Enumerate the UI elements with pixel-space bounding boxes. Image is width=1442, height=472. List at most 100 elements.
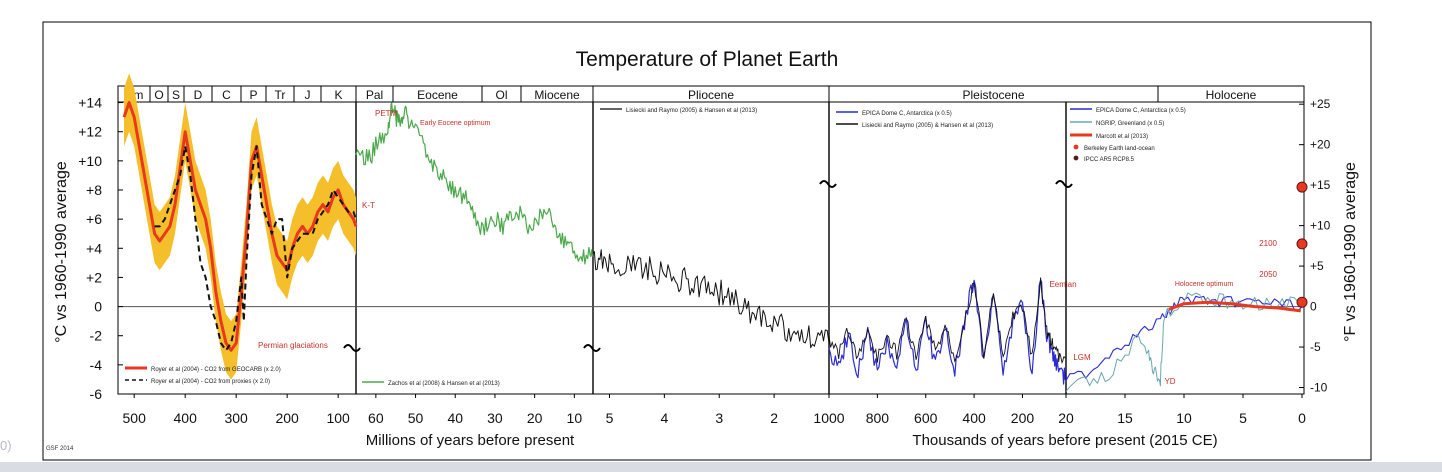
right-tick-label: -5 <box>1310 340 1321 354</box>
period-label: D <box>194 88 203 102</box>
period-label: Tr <box>275 88 286 102</box>
x-tick-label: 20 <box>527 410 543 426</box>
x-tick-label: 100 <box>326 410 350 426</box>
corner-fragment: 0) <box>0 438 12 453</box>
x-tick-label: 40 <box>447 410 463 426</box>
left-tick-label: 0 <box>94 299 102 315</box>
period-label: S <box>172 88 180 102</box>
legend-label: Berkeley Earth land-ocean <box>1084 146 1155 152</box>
series-line-lr05-pleistocene <box>828 277 1066 365</box>
x-tick-label: 4 <box>660 410 668 426</box>
legend-label: IPCC AR5 RCP8.5 <box>1084 157 1135 163</box>
left-tick-label: +8 <box>86 182 102 198</box>
annotation-label: K-T <box>362 201 375 210</box>
left-tick-label: -4 <box>90 357 103 373</box>
x-tick-label: 5 <box>606 410 614 426</box>
x-tick-label: 60 <box>368 410 384 426</box>
x-tick-label: 15 <box>1117 410 1133 426</box>
left-tick-label: -6 <box>90 386 103 402</box>
x-tick-label: 0 <box>1298 410 1306 426</box>
x-tick-label: 5 <box>1239 410 1247 426</box>
legend-label: Lisiecki and Raymo (2005) & Hansen et al… <box>626 108 757 114</box>
scale-break-icon <box>1055 180 1073 188</box>
plot-area: +14+12+10+8+6+4+20-2-4-6+25+20+15+10+50-… <box>78 73 1331 426</box>
left-tick-label: +14 <box>78 95 102 111</box>
x-tick-label: 800 <box>866 410 890 426</box>
annotation-label: Eemian <box>1049 280 1076 289</box>
x-tick-label: 3 <box>715 410 723 426</box>
legend-label: EPICA Dome C, Antarctica (x 0.5) <box>862 111 952 117</box>
x-tick-label: 400 <box>962 410 986 426</box>
x-tick-label: 200 <box>275 410 299 426</box>
annotation-label: YD <box>1164 377 1175 386</box>
legend-label: EPICA Dome C, Antarctica (x 0.5) <box>1096 108 1186 114</box>
legend-label: NGRIP, Greenland (x 0.5) <box>1096 121 1164 127</box>
series-line <box>355 102 594 265</box>
period-bar: CmOSDCPTrJKPalEoceneOlMiocenePliocenePle… <box>117 85 1305 103</box>
annotation-label: Permian glaciations <box>258 341 328 350</box>
x-tick-label: 2 <box>770 410 778 426</box>
x-tick-label: 200 <box>1011 410 1035 426</box>
annotation-label: Early Eocene optimum <box>420 120 491 127</box>
right-tick-label: +15 <box>1310 178 1331 192</box>
period-label: Miocene <box>534 88 580 102</box>
left-tick-label: +10 <box>78 153 102 169</box>
x-tick-label: 30 <box>487 410 503 426</box>
left-tick-label: +6 <box>86 211 102 227</box>
x-axis-label-thousands: Thousands of years before present (2015 … <box>912 432 1217 449</box>
period-label: Eocene <box>417 88 458 102</box>
period-label: O <box>154 88 163 102</box>
annotation-label: 2050 <box>1259 270 1277 279</box>
annotation-label: Holocene optimum <box>1175 281 1234 288</box>
series-line <box>1065 295 1303 381</box>
projection-marker <box>1296 181 1308 193</box>
left-tick-label: -2 <box>90 328 103 344</box>
x-tick-label: 10 <box>567 410 583 426</box>
x-tick-label: 400 <box>174 410 198 426</box>
chart-title: Temperature of Planet Earth <box>576 48 839 71</box>
scale-break-icon <box>819 180 837 188</box>
left-tick-label: +12 <box>78 124 102 140</box>
right-tick-label: +10 <box>1310 219 1331 233</box>
legend-label: Royer et al (2004) - CO2 from proxies (x… <box>151 379 270 385</box>
annotation-label: LGM <box>1073 353 1091 362</box>
x-axis-label-millions: Millions of years before present <box>366 432 575 449</box>
period-label: Pal <box>366 88 383 102</box>
period-label: J <box>305 88 311 102</box>
series-line <box>1168 300 1301 313</box>
x-tick-label: 10 <box>1176 410 1192 426</box>
x-tick-label: 500 <box>123 410 147 426</box>
legend-swatch <box>1073 144 1079 150</box>
x-tick-label: 600 <box>914 410 938 426</box>
legend-swatch <box>1073 155 1079 161</box>
annotation-label: PETM <box>375 109 398 118</box>
x-tick-label: 50 <box>408 410 424 426</box>
scale-break-icon <box>583 344 601 352</box>
series-line <box>592 249 830 349</box>
series-line <box>1065 292 1303 392</box>
period-label: P <box>249 88 257 102</box>
bottom-bar <box>0 462 1442 472</box>
left-tick-label: +2 <box>86 269 102 285</box>
right-tick-label: +20 <box>1310 138 1331 152</box>
annotation-label: 2100 <box>1259 239 1277 248</box>
right-axis-label: °F vs 1960-1990 average <box>1342 162 1359 342</box>
right-tick-label: 0 <box>1310 300 1317 314</box>
legend-label: Marcott et al (2013) <box>1096 134 1148 140</box>
period-label: Ol <box>496 88 508 102</box>
x-tick-label: 300 <box>224 410 248 426</box>
right-tick-label: +5 <box>1310 259 1324 273</box>
left-tick-label: +4 <box>86 240 102 256</box>
legend-label: Royer et al (2004) - CO2 from GEOCARB (x… <box>151 367 281 373</box>
series-line <box>122 101 358 352</box>
left-axis-label: °C vs 1960-1990 average <box>53 161 70 343</box>
x-tick-label: 20 <box>1058 410 1074 426</box>
scale-break-icon <box>343 344 361 352</box>
x-tick-label: 1000 <box>813 410 844 426</box>
right-tick-label: -10 <box>1310 381 1328 395</box>
period-label: Pliocene <box>688 88 734 102</box>
projection-marker <box>1296 296 1308 308</box>
period-label: C <box>222 88 231 102</box>
series-line <box>154 145 357 352</box>
